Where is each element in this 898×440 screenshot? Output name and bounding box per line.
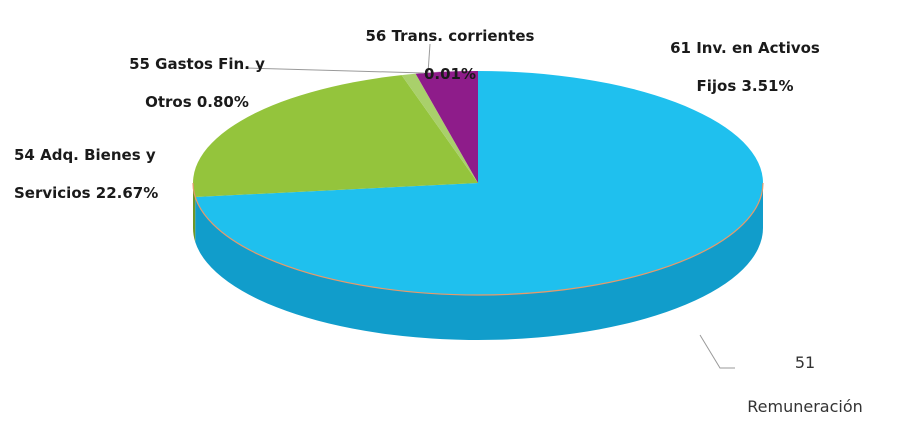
label-trans-corrientes: 56 Trans. corrientes 0.01% <box>355 8 545 103</box>
pie-slices <box>192 71 764 296</box>
pie-chart <box>192 43 764 369</box>
pie-sides <box>193 183 764 341</box>
pie-rim-edge <box>192 182 764 296</box>
pie-slice-4 <box>415 71 478 183</box>
label-bienes-line1: 54 Adq. Bienes y <box>14 146 156 164</box>
pie-slice-0 <box>195 71 764 295</box>
label-remuneracion-num: 51 <box>794 353 816 372</box>
pie-side-0 <box>195 183 764 341</box>
label-trans-line1: 56 Trans. corrientes <box>365 27 535 45</box>
leader-lines <box>244 43 735 369</box>
label-inv-activos: 61 Inv. en Activos Fijos 3.51% <box>660 20 830 115</box>
label-inv-line1: 61 Inv. en Activos <box>670 39 820 57</box>
label-gastos-fin: 55 Gastos Fin. y Otros 0.80% <box>112 36 282 131</box>
label-remuneracion: 51 Remuneración <box>730 330 880 440</box>
label-gastos-line1: 55 Gastos Fin. y <box>129 55 265 73</box>
pie-slice-3 <box>415 73 478 183</box>
label-adq-bienes: 54 Adq. Bienes y Servicios 22.67% <box>14 127 204 222</box>
pie-side-1 <box>193 183 196 242</box>
label-gastos-line2: Otros 0.80% <box>145 93 249 111</box>
leader-gastos <box>244 67 425 74</box>
label-bienes-line2: Servicios 22.67% <box>14 184 159 202</box>
leader-trans <box>427 43 431 74</box>
label-inv-line2: Fijos 3.51% <box>696 77 794 95</box>
label-trans-line2: 0.01% <box>423 65 477 83</box>
leader-remuneracion <box>699 334 735 369</box>
label-remuneracion-text: Remuneración <box>747 397 863 416</box>
pie-slice-2 <box>401 73 478 183</box>
pie-slice-1 <box>193 75 478 197</box>
